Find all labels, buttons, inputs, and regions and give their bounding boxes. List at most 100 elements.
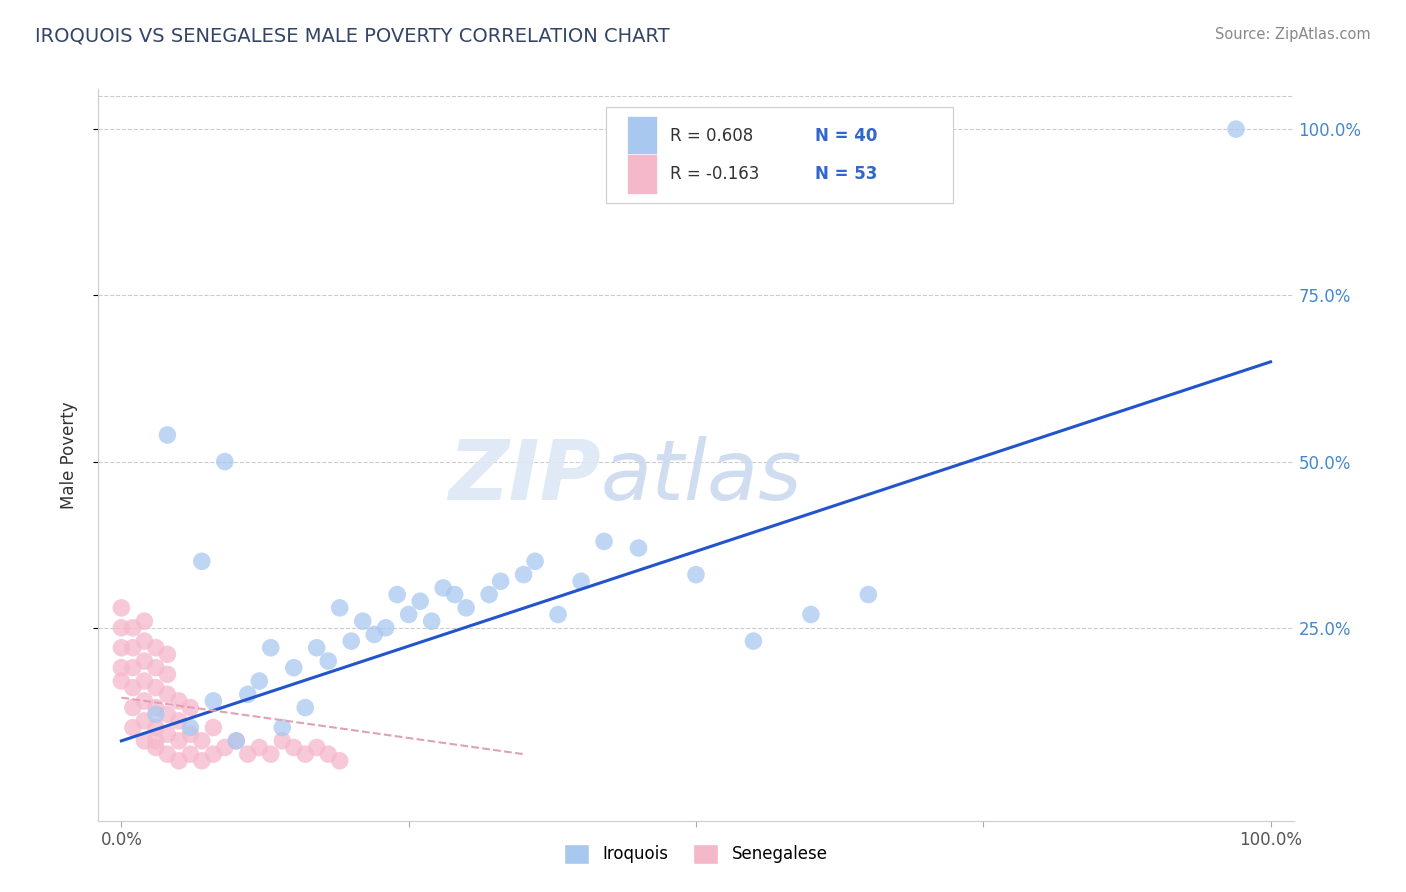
Point	[271, 721, 294, 735]
Point	[294, 700, 316, 714]
Point	[110, 640, 132, 655]
Point	[858, 588, 880, 602]
Point	[225, 734, 247, 748]
Point	[340, 634, 363, 648]
Text: atlas: atlas	[600, 436, 801, 517]
Text: N = 40: N = 40	[815, 127, 877, 145]
Point	[122, 661, 145, 675]
Point	[179, 700, 201, 714]
Point	[145, 681, 167, 695]
Point	[145, 734, 167, 748]
Point	[236, 687, 259, 701]
Point	[547, 607, 569, 622]
Point	[202, 721, 225, 735]
Point	[294, 747, 316, 761]
Point	[122, 721, 145, 735]
Point	[214, 454, 236, 468]
Point	[156, 667, 179, 681]
Point	[627, 541, 650, 555]
Text: IROQUOIS VS SENEGALESE MALE POVERTY CORRELATION CHART: IROQUOIS VS SENEGALESE MALE POVERTY CORR…	[35, 27, 669, 45]
Point	[316, 747, 339, 761]
Point	[134, 634, 156, 648]
Point	[385, 588, 409, 602]
Point	[202, 747, 225, 761]
Point	[145, 721, 167, 735]
Point	[134, 714, 156, 728]
Point	[145, 707, 167, 722]
Point	[363, 627, 385, 641]
Point	[122, 640, 145, 655]
Point	[156, 727, 179, 741]
Point	[110, 673, 132, 688]
Point	[374, 621, 396, 635]
Point	[247, 740, 270, 755]
Point	[305, 640, 328, 655]
Point	[247, 673, 270, 688]
Point	[260, 640, 283, 655]
Point	[145, 661, 167, 675]
Point	[478, 588, 501, 602]
Point	[489, 574, 512, 589]
Point	[316, 654, 339, 668]
Point	[260, 747, 283, 761]
Point	[110, 621, 132, 635]
Point	[179, 721, 201, 735]
Point	[134, 614, 156, 628]
Point	[569, 574, 592, 589]
Point	[145, 700, 167, 714]
Point	[156, 747, 179, 761]
Point	[283, 661, 305, 675]
Point	[225, 734, 247, 748]
Point	[524, 554, 547, 568]
Bar	[627, 154, 657, 194]
Point	[214, 740, 236, 755]
Text: R = 0.608: R = 0.608	[669, 127, 754, 145]
Y-axis label: Male Poverty: Male Poverty	[59, 401, 77, 508]
Text: Source: ZipAtlas.com: Source: ZipAtlas.com	[1215, 27, 1371, 42]
Point	[134, 734, 156, 748]
Text: R = -0.163: R = -0.163	[669, 165, 759, 184]
Point	[156, 707, 179, 722]
Point	[742, 634, 765, 648]
Point	[236, 747, 259, 761]
Point	[593, 534, 616, 549]
Point	[685, 567, 707, 582]
Point	[443, 588, 465, 602]
Point	[167, 754, 190, 768]
Point	[800, 607, 823, 622]
Point	[202, 694, 225, 708]
Point	[110, 600, 132, 615]
Point	[122, 700, 145, 714]
Point	[191, 734, 214, 748]
Point	[305, 740, 328, 755]
Point	[409, 594, 432, 608]
Text: ZIP: ZIP	[447, 436, 600, 517]
FancyBboxPatch shape	[606, 108, 953, 202]
Point	[179, 727, 201, 741]
Point	[134, 694, 156, 708]
Point	[191, 554, 214, 568]
Point	[156, 428, 179, 442]
Point	[352, 614, 374, 628]
Point	[110, 661, 132, 675]
Point	[191, 754, 214, 768]
Point	[156, 687, 179, 701]
Point	[398, 607, 420, 622]
Legend: Iroquois, Senegalese: Iroquois, Senegalese	[557, 838, 835, 871]
Point	[167, 714, 190, 728]
Point	[179, 747, 201, 761]
Point	[145, 640, 167, 655]
Bar	[627, 116, 657, 156]
Point	[134, 673, 156, 688]
Point	[283, 740, 305, 755]
Point	[122, 681, 145, 695]
Point	[1225, 122, 1247, 136]
Text: N = 53: N = 53	[815, 165, 877, 184]
Point	[420, 614, 443, 628]
Point	[134, 654, 156, 668]
Point	[456, 600, 478, 615]
Point	[167, 694, 190, 708]
Point	[432, 581, 454, 595]
Point	[512, 567, 534, 582]
Point	[122, 621, 145, 635]
